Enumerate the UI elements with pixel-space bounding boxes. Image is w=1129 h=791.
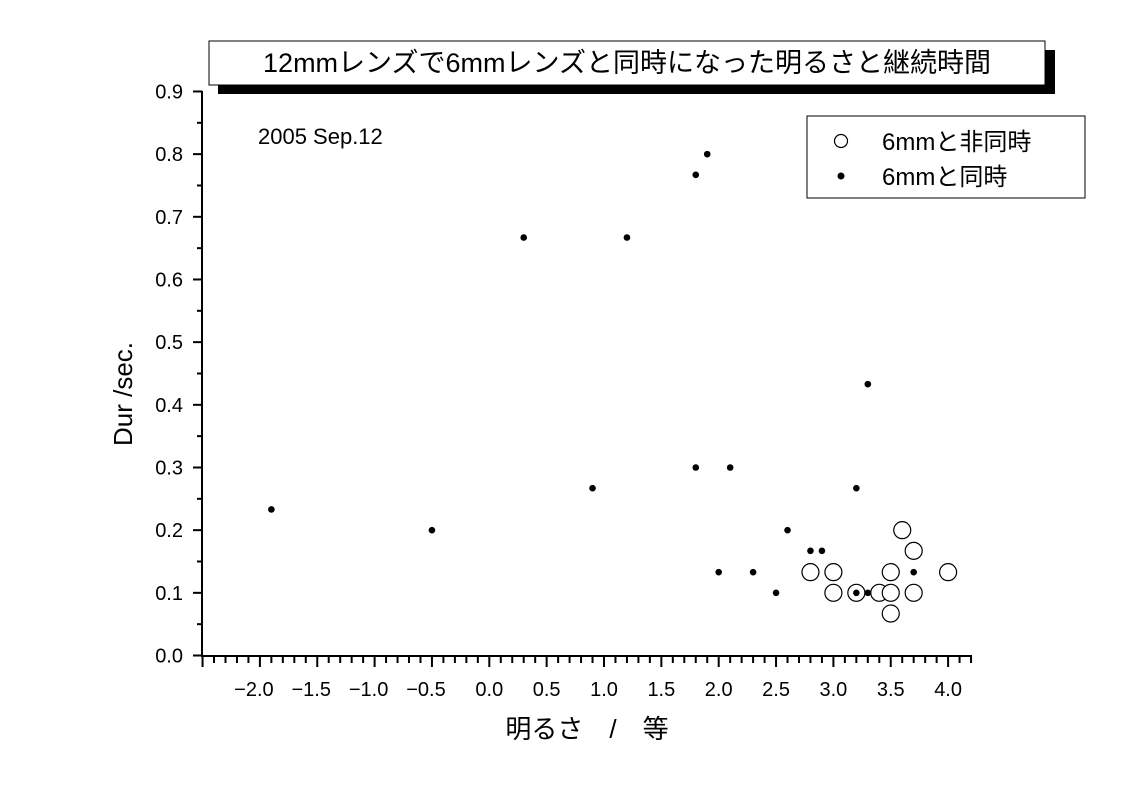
data-point-open (881, 583, 900, 602)
legend: 6mmと非同時 6mmと同時 (806, 115, 1086, 199)
x-tick-label: 2.0 (705, 679, 733, 701)
y-ticks: 0.0 0.1 0.2 0.3 0.4 0.5 0.6 0.7 0.8 0.9 (155, 81, 202, 668)
axes: 0.00.10.20.30.40.50.60.70.80.9 −2.0 −1.5−… (155, 81, 973, 701)
data-point-filled (623, 234, 631, 241)
data-point-filled (864, 589, 872, 597)
x-tick-label: 1.5 (647, 679, 675, 701)
y-tick-label: 0.2 (155, 520, 183, 542)
x-tick-label: 4.0 (934, 679, 962, 701)
x-tick-label: 0.0 (475, 679, 503, 701)
data-point-filled (864, 380, 872, 388)
x-tick-label: 1.0 (590, 679, 618, 701)
data-point-open (824, 563, 843, 582)
data-point-filled (520, 234, 528, 241)
data-point-filled (807, 547, 814, 555)
data-point-filled (589, 484, 596, 492)
chart-title: 12mmレンズで6mmレンズと同時になった明るさと継続時間 (263, 48, 991, 78)
series-not-simultaneous (801, 521, 958, 623)
x-axis-title: 明るさ / 等 (505, 714, 668, 744)
y-tick-label: 0.6 (155, 269, 183, 291)
data-point-open (881, 563, 900, 582)
y-tick-label: 0.5 (155, 332, 183, 354)
data-point-open (904, 583, 923, 602)
data-point-filled (692, 171, 700, 179)
filled-dot-icon (837, 172, 845, 180)
data-point-filled (853, 484, 860, 492)
data-point-filled (268, 506, 275, 513)
x-tick-label: 3.0 (819, 679, 847, 701)
data-point-open (801, 563, 820, 582)
data-point-open (904, 541, 923, 560)
series-simultaneous (268, 150, 917, 597)
data-point-filled (784, 526, 791, 534)
open-circle-icon (833, 133, 849, 149)
data-point-filled (818, 547, 826, 555)
data-point-filled (692, 464, 700, 471)
data-point-filled (428, 526, 436, 534)
data-point-filled (910, 568, 917, 576)
data-point-filled (853, 589, 860, 597)
x-tick-label: 0.5 (533, 679, 561, 701)
data-point-filled (715, 568, 722, 576)
data-point-open (938, 563, 958, 582)
date-annotation: 2005 Sep.12 (258, 124, 383, 149)
chart-title-group: 12mmレンズで6mmレンズと同時になった明るさと継続時間 (208, 40, 1055, 94)
data-point-filled (749, 568, 757, 576)
x-tick-label: −1.0 (349, 679, 388, 701)
y-tick-label: 0.4 (155, 395, 183, 417)
y-axis-title: Dur /sec. (108, 342, 138, 446)
y-tick-label: 0.0 (155, 646, 183, 668)
data-point-filled (772, 589, 780, 597)
x-tick-label: 2.5 (762, 679, 790, 701)
y-tick-label: 0.1 (155, 583, 183, 605)
x-tick-label: −0.5 (406, 679, 445, 701)
legend-box (806, 115, 1086, 199)
data-point-open (824, 583, 843, 602)
data-point-open (881, 604, 900, 623)
y-tick-label: 0.9 (155, 81, 183, 103)
x-tick-label: 3.5 (877, 679, 905, 701)
data-point-open (893, 521, 912, 540)
data-point-filled (726, 464, 734, 471)
x-ticks: −2.0 −1.5 −1.0 −0.5 0.0 0.5 1.0 1.5 2.0 2.5 3.0 3.5… (201, 656, 973, 701)
legend-label-simultaneous: 6mmと同時 (882, 164, 1007, 191)
title-box (208, 40, 1046, 86)
y-tick-label: 0.7 (155, 207, 183, 229)
y-tick-label: 0.8 (155, 144, 183, 166)
data-point-filled (703, 150, 711, 158)
x-tick-label: −2.0 (234, 679, 273, 701)
y-tick-label: 0.3 (155, 457, 183, 479)
x-tick-label: −1.5 (292, 679, 331, 701)
legend-label-not-simultaneous: 6mmと非同時 (882, 129, 1031, 156)
